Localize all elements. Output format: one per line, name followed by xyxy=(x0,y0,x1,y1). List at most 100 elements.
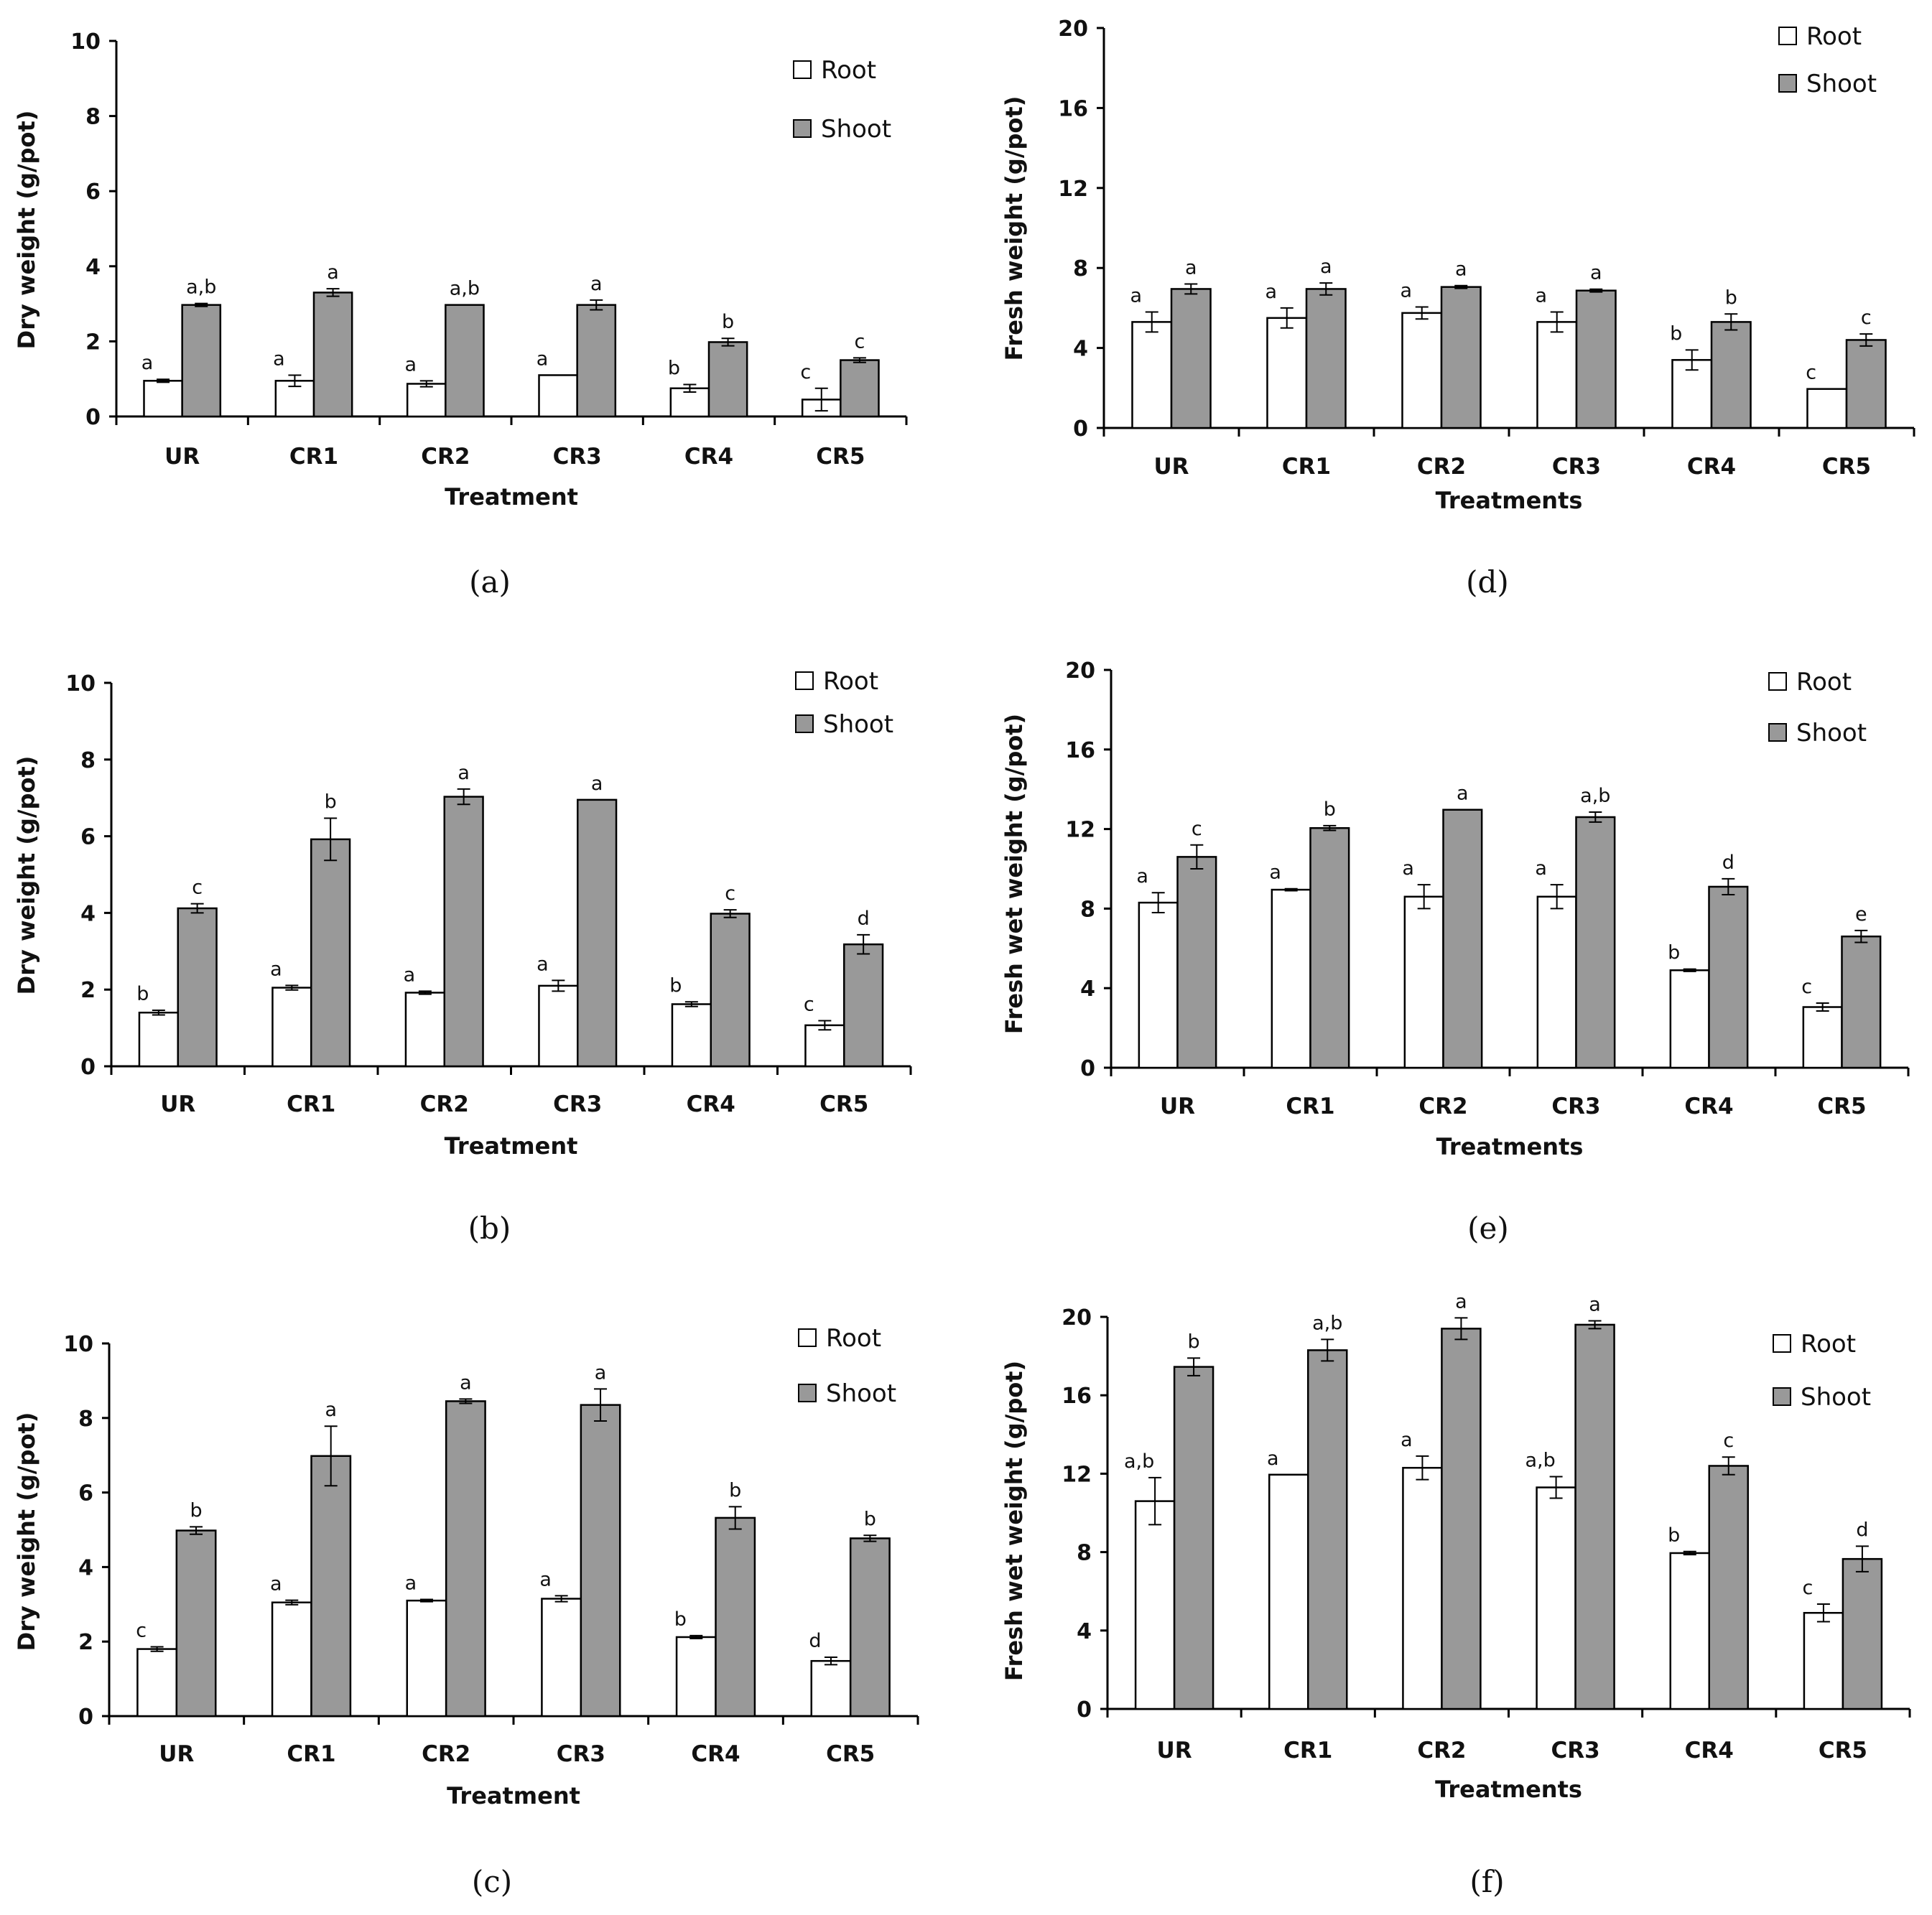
panel-label: (e) xyxy=(1467,1211,1509,1246)
category-label: CR5 xyxy=(1819,1738,1867,1763)
category-label: CR4 xyxy=(684,444,733,470)
shoot-bar-ur xyxy=(177,907,218,1068)
significance-label: a xyxy=(405,1572,417,1595)
root-bar-ur xyxy=(1134,1500,1176,1710)
root-bar-cr1 xyxy=(1271,888,1311,1069)
shoot-legend-swatch xyxy=(1773,1387,1791,1406)
category-label: CR2 xyxy=(1418,1094,1467,1119)
shoot-bar-cr3 xyxy=(576,304,617,418)
significance-label: b xyxy=(1324,798,1336,821)
shoot-bar-cr3 xyxy=(580,1404,621,1718)
significance-label: a xyxy=(1136,865,1148,887)
chart-panel-2: 0 2 4 6 8 10 b c UR a b CR1 a a CR2 a a CR3 b c CR4 c d CR5 Trea… xyxy=(0,638,966,1277)
shoot-bar-cr1 xyxy=(1309,826,1350,1069)
root-bar-cr2 xyxy=(406,383,447,418)
significance-label: a xyxy=(1185,256,1197,279)
significance-label: d xyxy=(1856,1519,1868,1541)
category-label: CR3 xyxy=(557,1741,605,1767)
x-axis-title: Treatment xyxy=(445,483,578,511)
y-axis-title: Dry weight (g/pot) xyxy=(13,111,40,350)
significance-label: b xyxy=(669,974,682,997)
significance-label: a xyxy=(539,1568,552,1590)
significance-label: a,b xyxy=(1124,1450,1154,1473)
category-label: CR3 xyxy=(553,1091,602,1117)
shoot-bar-cr2 xyxy=(1442,809,1483,1069)
root-bar-cr4 xyxy=(675,1636,717,1718)
significance-label: c xyxy=(854,330,865,353)
root-bar-cr5 xyxy=(1802,1006,1843,1069)
significance-label: c xyxy=(136,1619,147,1641)
root-bar-cr5 xyxy=(804,1024,845,1068)
root-bar-cr4 xyxy=(1671,359,1713,429)
chart-svg: 0 2 4 6 8 10 c b UR a a CR1 a a CR2 a a CR3 b b CR4 d b CR5 Trea… xyxy=(13,1324,919,1899)
significance-label: a xyxy=(1455,258,1467,281)
panel-label: (a) xyxy=(469,564,511,600)
category-label: UR xyxy=(1160,1094,1195,1119)
category-label: CR1 xyxy=(287,1741,335,1767)
shoot-bar-cr1 xyxy=(310,838,351,1068)
shoot-bar-ur xyxy=(1170,288,1212,429)
category-label: UR xyxy=(1153,454,1189,480)
y-tick-label: 16 xyxy=(1062,1384,1092,1409)
y-tick-label: 10 xyxy=(65,671,96,696)
x-axis-title: Treatment xyxy=(447,1782,580,1809)
y-tick-label: 12 xyxy=(1058,177,1088,202)
y-tick-label: 20 xyxy=(1058,17,1088,42)
shoot-bar-cr4 xyxy=(1710,321,1752,429)
significance-label: b xyxy=(729,1479,741,1501)
legend-label: Root xyxy=(821,56,876,85)
category-label: CR5 xyxy=(1817,1094,1866,1119)
y-tick-label: 8 xyxy=(85,105,101,130)
significance-label: a xyxy=(1535,284,1547,307)
root-bar-cr5 xyxy=(810,1659,852,1718)
category-label: CR5 xyxy=(816,444,865,470)
root-bar-cr3 xyxy=(541,1598,582,1718)
chart-svg: 0 4 8 12 16 20 a a UR a a CR1 a a CR2 a a CR3 b b CR4 c c CR5 Tr… xyxy=(1000,17,1915,600)
root-bar-cr3 xyxy=(1536,321,1578,429)
y-tick-label: 16 xyxy=(1065,738,1095,763)
y-tick-label: 12 xyxy=(1062,1462,1092,1487)
significance-label: c xyxy=(1192,818,1202,840)
shoot-legend-swatch xyxy=(1778,74,1797,93)
shoot-bar-cr4 xyxy=(707,341,748,418)
significance-label: a xyxy=(141,352,154,374)
category-label: CR3 xyxy=(1551,1094,1600,1119)
significance-label: c xyxy=(725,882,735,905)
significance-label: b xyxy=(722,311,734,333)
y-tick-label: 8 xyxy=(1080,897,1095,922)
y-tick-label: 20 xyxy=(1062,1305,1092,1331)
significance-label: d xyxy=(809,1630,821,1652)
significance-label: a xyxy=(1402,857,1414,880)
category-label: CR2 xyxy=(422,1741,470,1767)
category-label: UR xyxy=(159,1741,194,1767)
category-label: CR4 xyxy=(1687,454,1736,480)
panel-label: (d) xyxy=(1466,564,1509,600)
root-bar-ur xyxy=(136,1648,178,1718)
significance-label: b xyxy=(1670,322,1682,345)
root-bar-cr3 xyxy=(1536,895,1577,1069)
chart-panel-4: 0 4 8 12 16 20 a a UR a a CR1 a a CR2 a a CR3 b b CR4 c c CR5 Tr… xyxy=(966,0,1932,638)
significance-label: a xyxy=(1267,1448,1279,1470)
chart-svg: 0 2 4 6 8 10 b c UR a b CR1 a a CR2 a a CR3 b c CR4 c d CR5 Trea… xyxy=(13,667,912,1246)
y-tick-label: 8 xyxy=(80,748,96,773)
chart-svg: 0 4 8 12 16 20 a c UR a b CR1 a a CR2 a a,b CR3 b d CR4 c e CR5… xyxy=(1000,658,1910,1246)
y-tick-label: 4 xyxy=(85,255,101,280)
panel-label: (b) xyxy=(468,1211,511,1246)
x-axis-title: Treatments xyxy=(1435,1776,1582,1803)
root-bar-cr5 xyxy=(1803,1611,1844,1710)
root-legend-swatch xyxy=(1773,1334,1791,1353)
y-tick-label: 4 xyxy=(1077,1619,1092,1644)
legend-label: Shoot xyxy=(1801,1383,1871,1412)
significance-label: a,b xyxy=(450,278,480,300)
category-label: CR2 xyxy=(421,444,470,470)
shoot-bar-cr4 xyxy=(715,1516,756,1718)
shoot-bar-cr2 xyxy=(445,304,485,418)
shoot-bar-cr5 xyxy=(849,1537,891,1718)
shoot-bar-cr2 xyxy=(443,796,484,1068)
root-legend-swatch xyxy=(793,60,812,79)
root-legend-swatch xyxy=(795,671,814,690)
y-tick-label: 0 xyxy=(78,1705,93,1730)
category-label: CR2 xyxy=(420,1091,469,1117)
chart-panel-6: 0 4 8 12 16 20 a,b b UR a a,b CR1 a a CR2 a,b a CR3 b c CR4 c… xyxy=(966,1277,1932,1915)
shoot-bar-cr1 xyxy=(1305,288,1347,429)
